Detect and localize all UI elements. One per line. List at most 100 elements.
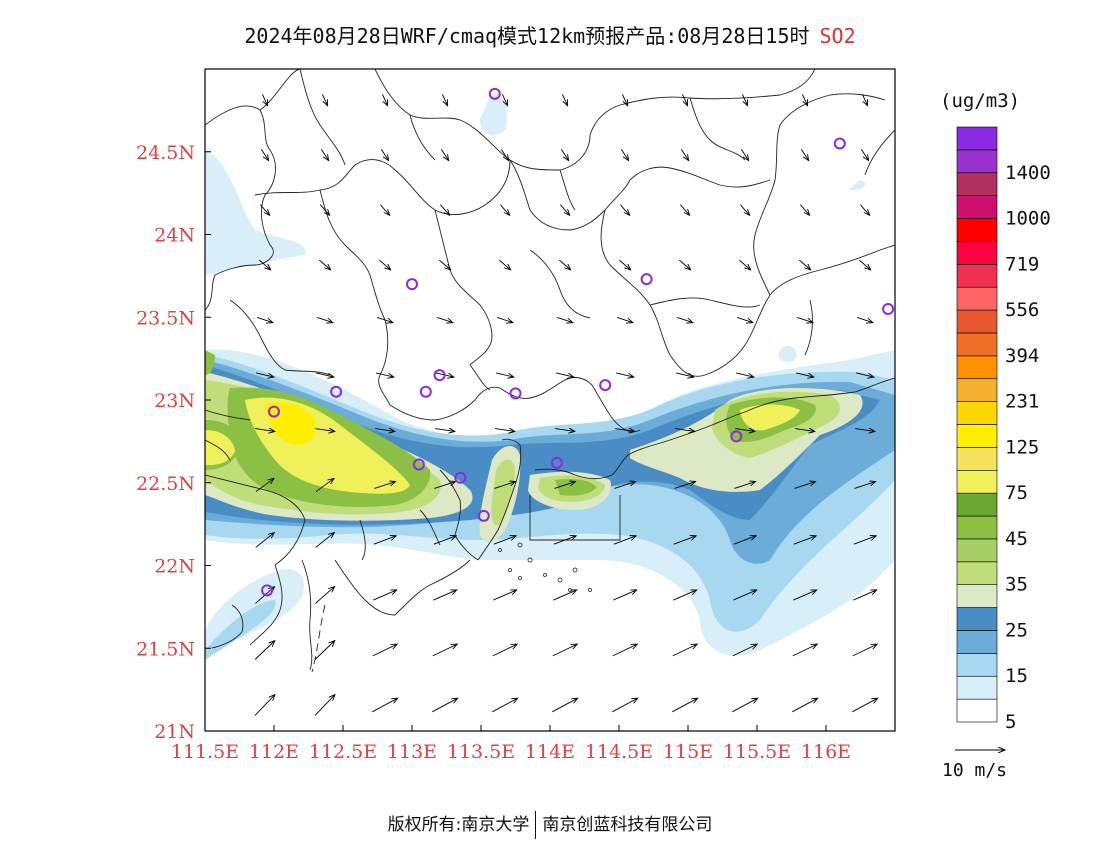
colorbar: 5 15 25 35 45 75 125 231 394 556 719 1000 1400: [956, 126, 1051, 733]
colorbar-swatch: [956, 332, 998, 357]
colorbar-swatch: [956, 584, 998, 608]
wind-arrow: [679, 259, 690, 270]
wind-arrow: [319, 204, 329, 216]
wind-arrow: [435, 429, 455, 432]
wind-arrow: [855, 429, 875, 432]
colorbar-swatch: [956, 241, 998, 265]
copyright-left: 版权所有:南京大学: [387, 815, 530, 835]
wind-arrow: [861, 94, 867, 105]
colorbar-swatch: [956, 218, 998, 242]
wind-arrow: [732, 698, 757, 713]
station-marker: [261, 584, 274, 597]
wind-arrow: [799, 204, 809, 216]
y-tick-label: 24N: [154, 225, 195, 247]
x-tick-label: 113E: [387, 741, 437, 763]
x-tick-label: 113.5E: [447, 741, 515, 763]
wind-arrow: [681, 149, 688, 160]
wind-arrow: [681, 94, 687, 105]
wind-arrow: [615, 429, 635, 432]
wind-arrow: [679, 204, 689, 216]
wind-arrow: [676, 372, 694, 377]
wind-arrow: [736, 372, 754, 377]
colorbar-swatch: [956, 309, 998, 334]
wind-arrow: [614, 482, 635, 489]
wind-arrow: [556, 316, 573, 322]
wind-arrow: [553, 536, 576, 545]
wind-arrow: [739, 259, 750, 270]
wind-arrow: [554, 482, 575, 489]
map-title: 2024年08月28日WRF/cmaq模式12km预报产品:08月28日15时 S…: [0, 20, 1100, 49]
colorbar-swatch: [956, 675, 998, 700]
x-tick-label: 112E: [249, 741, 299, 763]
wind-arrow: [556, 372, 574, 377]
station-marker: [550, 456, 563, 469]
colorbar-label: 1000: [1005, 208, 1051, 230]
wind-arrow: [255, 478, 274, 492]
station-marker: [730, 430, 743, 443]
colorbar-swatch: [956, 401, 998, 425]
station-marker: [640, 273, 653, 286]
wind-arrow: [612, 644, 637, 657]
x-tick-label: 112.5E: [309, 741, 377, 763]
wind-arrow: [501, 149, 508, 160]
wind-arrow: [373, 536, 396, 545]
colorbar-swatch: [956, 264, 998, 288]
wind-arrow: [801, 94, 807, 105]
wind-arrow: [561, 149, 568, 160]
wind-arrow: [321, 149, 328, 160]
station-marker: [599, 379, 612, 392]
colorbar-swatch: [956, 469, 998, 494]
wind-arrow: [672, 698, 697, 713]
colorbar-swatch: [956, 653, 998, 677]
monitoring-stations: [261, 87, 895, 597]
footer-separator: [535, 811, 537, 839]
wind-arrow: [621, 149, 628, 160]
colorbar-swatch: [956, 492, 998, 517]
station-marker: [833, 137, 846, 150]
wind-arrow: [434, 482, 455, 489]
wind-arrow: [372, 698, 397, 713]
dashed-boundary: [311, 604, 326, 673]
footer: 版权所有:南京大学 南京创蓝科技有限公司: [0, 810, 1100, 839]
x-tick-label: 116E: [801, 741, 851, 763]
x-tick-label: 114.5E: [585, 741, 653, 763]
station-marker: [268, 405, 280, 418]
colorbar-swatch: [956, 607, 998, 631]
colorbar-label: 15: [1005, 665, 1028, 687]
wind-arrow: [553, 590, 576, 601]
station-marker: [488, 87, 501, 100]
wind-arrow: [374, 482, 395, 489]
wind-arrow: [379, 204, 389, 216]
colorbar-units: (ug/m3): [940, 90, 1021, 112]
copyright-right: 南京创蓝科技有限公司: [542, 815, 713, 835]
station-marker: [477, 509, 490, 522]
colorbar-swatch: [956, 195, 998, 219]
wind-arrow: [261, 94, 267, 105]
wind-arrow: [676, 316, 693, 322]
wind-arrow: [619, 204, 629, 216]
wind-arrow: [794, 482, 815, 489]
wind-arrow: [801, 149, 808, 160]
wind-arrow: [256, 372, 274, 377]
wind-arrow: [315, 533, 335, 548]
wind-arrow: [439, 204, 449, 216]
wind-arrow: [741, 149, 748, 160]
wind-arrow: [799, 259, 810, 270]
wind-arrow: [672, 644, 697, 657]
wind-arrow: [441, 94, 447, 105]
colorbar-swatch: [956, 286, 998, 311]
colorbar-label: 394: [1005, 345, 1039, 367]
wind-arrow: [381, 149, 388, 160]
wind-arrow: [792, 698, 817, 713]
station-marker: [412, 458, 425, 471]
wind-arrow: [559, 204, 569, 216]
wind-arrow: [493, 590, 516, 601]
wind-arrow: [673, 536, 696, 545]
wind-arrow: [859, 259, 870, 270]
wind-arrow: [852, 698, 877, 713]
wind-arrow: [259, 259, 270, 270]
islands: [498, 542, 592, 592]
x-tick-label: 111.5E: [171, 741, 239, 763]
wind-arrow: [853, 590, 876, 601]
wind-arrow: [501, 94, 507, 105]
